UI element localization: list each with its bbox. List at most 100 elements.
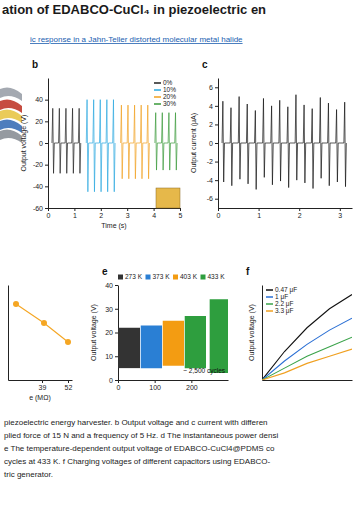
device-illustration bbox=[0, 87, 22, 143]
plot-marks bbox=[118, 299, 228, 373]
panel-letter: b bbox=[32, 59, 38, 70]
caption-line: e The temperature-dependent output volta… bbox=[4, 444, 275, 453]
y-axis-line bbox=[8, 286, 9, 381]
legend: 0%10%20%30% bbox=[154, 79, 176, 107]
x-tick-mark bbox=[340, 208, 341, 211]
legend: 0.47 μF1 μF2.2 μF3.3 μF bbox=[266, 286, 297, 315]
y-tick-label: 0 bbox=[109, 377, 113, 384]
y-tick-mark bbox=[215, 143, 218, 144]
y-tick-mark bbox=[215, 124, 218, 125]
y-tick-label: 0 bbox=[39, 140, 43, 147]
y-axis-line bbox=[48, 79, 49, 209]
x-axis: 39 52 bbox=[9, 380, 73, 391]
series-point bbox=[65, 339, 71, 345]
legend-swatch bbox=[266, 310, 273, 312]
panel-letter: f bbox=[246, 266, 250, 277]
chart-panel: 39 52 e (MΩ) bbox=[9, 286, 73, 403]
device-layer bbox=[0, 129, 22, 143]
x-tick-label: 0 bbox=[117, 384, 121, 391]
series-line bbox=[222, 95, 346, 190]
photo-inset bbox=[156, 188, 180, 208]
x-tick-mark bbox=[68, 380, 69, 383]
y-tick: 0 bbox=[109, 377, 118, 384]
series-line bbox=[155, 113, 177, 170]
y-tick: -4 bbox=[207, 177, 218, 184]
y-tick-label: 40 bbox=[105, 282, 113, 289]
y-tick-label: -6 bbox=[207, 195, 213, 202]
legend-item: 10% bbox=[154, 86, 176, 93]
x-axis bbox=[263, 380, 353, 381]
y-axis-title: Output voltage (V) bbox=[20, 115, 28, 172]
caption: piezoelectric energy harvester. b Output… bbox=[4, 418, 278, 479]
x-tick-mark bbox=[42, 380, 43, 383]
y-tick-label: 6 bbox=[209, 84, 213, 91]
y-tick-label: 2 bbox=[209, 121, 213, 128]
x-tick: 0 bbox=[47, 208, 51, 219]
x-tick-label: 3 bbox=[126, 212, 130, 219]
page-title: ation of EDABCO-CuCl₄ in piezoelectric e… bbox=[2, 2, 266, 17]
chart-panel: 012345-60-40-2002040bTime (s)Output volt… bbox=[20, 59, 183, 230]
x-tick-label: 100 bbox=[149, 384, 161, 391]
y-tick-mark bbox=[215, 106, 218, 107]
y-tick: 30 bbox=[105, 305, 118, 312]
x-tick-label: 39 bbox=[39, 384, 47, 391]
x-tick: 200 bbox=[186, 380, 198, 391]
x-tick-mark bbox=[191, 380, 192, 383]
y-tick: -20 bbox=[33, 161, 48, 168]
y-axis-line bbox=[218, 79, 219, 209]
series-line bbox=[121, 105, 150, 179]
legend-label: 403 K bbox=[180, 273, 198, 280]
y-tick: 20 bbox=[35, 118, 48, 125]
legend-swatch bbox=[154, 89, 161, 91]
legend-label: 20% bbox=[163, 93, 176, 100]
y-tick: -40 bbox=[33, 183, 48, 190]
legend-label: 30% bbox=[163, 100, 176, 107]
y-tick: 40 bbox=[35, 96, 48, 103]
y-tick-mark bbox=[115, 309, 118, 310]
legend-item: 30% bbox=[154, 100, 176, 107]
x-tick-mark bbox=[101, 208, 102, 211]
legend-item: 433 K bbox=[201, 273, 226, 280]
y-tick: -60 bbox=[33, 205, 48, 212]
x-tick: 52 bbox=[65, 380, 73, 391]
legend-swatch bbox=[266, 303, 273, 305]
x-axis-line bbox=[119, 380, 229, 381]
x-tick: 4 bbox=[152, 208, 156, 219]
x-axis: 0123 bbox=[217, 208, 353, 219]
legend-item: 20% bbox=[154, 93, 176, 100]
y-tick-label: -40 bbox=[33, 183, 43, 190]
chart-panel: 0100200010203040eOutput voltage (V)~ 2,5… bbox=[90, 266, 229, 391]
legend-item: 403 K bbox=[173, 273, 198, 280]
x-tick-mark bbox=[127, 208, 128, 211]
figure: ation of EDABCO-CuCl₄ in piezoelectric e… bbox=[0, 0, 361, 514]
y-tick-label: -4 bbox=[207, 177, 213, 184]
x-tick: 1 bbox=[73, 208, 77, 219]
y-axis: 010203040 bbox=[105, 282, 118, 384]
y-tick-mark bbox=[215, 87, 218, 88]
x-axis: 0 100 200 bbox=[117, 380, 229, 391]
x-tick: 5 bbox=[179, 208, 183, 219]
y-tick: 40 bbox=[105, 282, 118, 289]
y-tick-label: 40 bbox=[35, 96, 43, 103]
x-tick: 1 bbox=[257, 208, 261, 219]
legend-item: 0% bbox=[154, 79, 173, 86]
legend-item: 373 K bbox=[146, 273, 171, 280]
plot-marks bbox=[262, 295, 352, 381]
legend-swatch bbox=[154, 82, 161, 84]
y-axis bbox=[8, 286, 9, 381]
signal-band bbox=[163, 321, 184, 366]
x-axis-title: e (MΩ) bbox=[29, 394, 51, 402]
x-tick: 39 bbox=[39, 380, 47, 391]
x-axis-title: Time (s) bbox=[101, 222, 126, 230]
x-axis-line bbox=[9, 380, 73, 381]
legend-label: 433 K bbox=[208, 273, 226, 280]
signal-band bbox=[141, 325, 162, 368]
legend-swatch bbox=[201, 275, 206, 280]
y-tick-mark bbox=[215, 180, 218, 181]
y-tick: 4 bbox=[209, 103, 218, 110]
y-axis-title: Output voltage (V) bbox=[248, 304, 256, 361]
y-tick-label: 4 bbox=[209, 103, 213, 110]
legend-label: 10% bbox=[163, 86, 176, 93]
x-tick-label: 4 bbox=[152, 212, 156, 219]
legend-swatch bbox=[146, 275, 151, 280]
